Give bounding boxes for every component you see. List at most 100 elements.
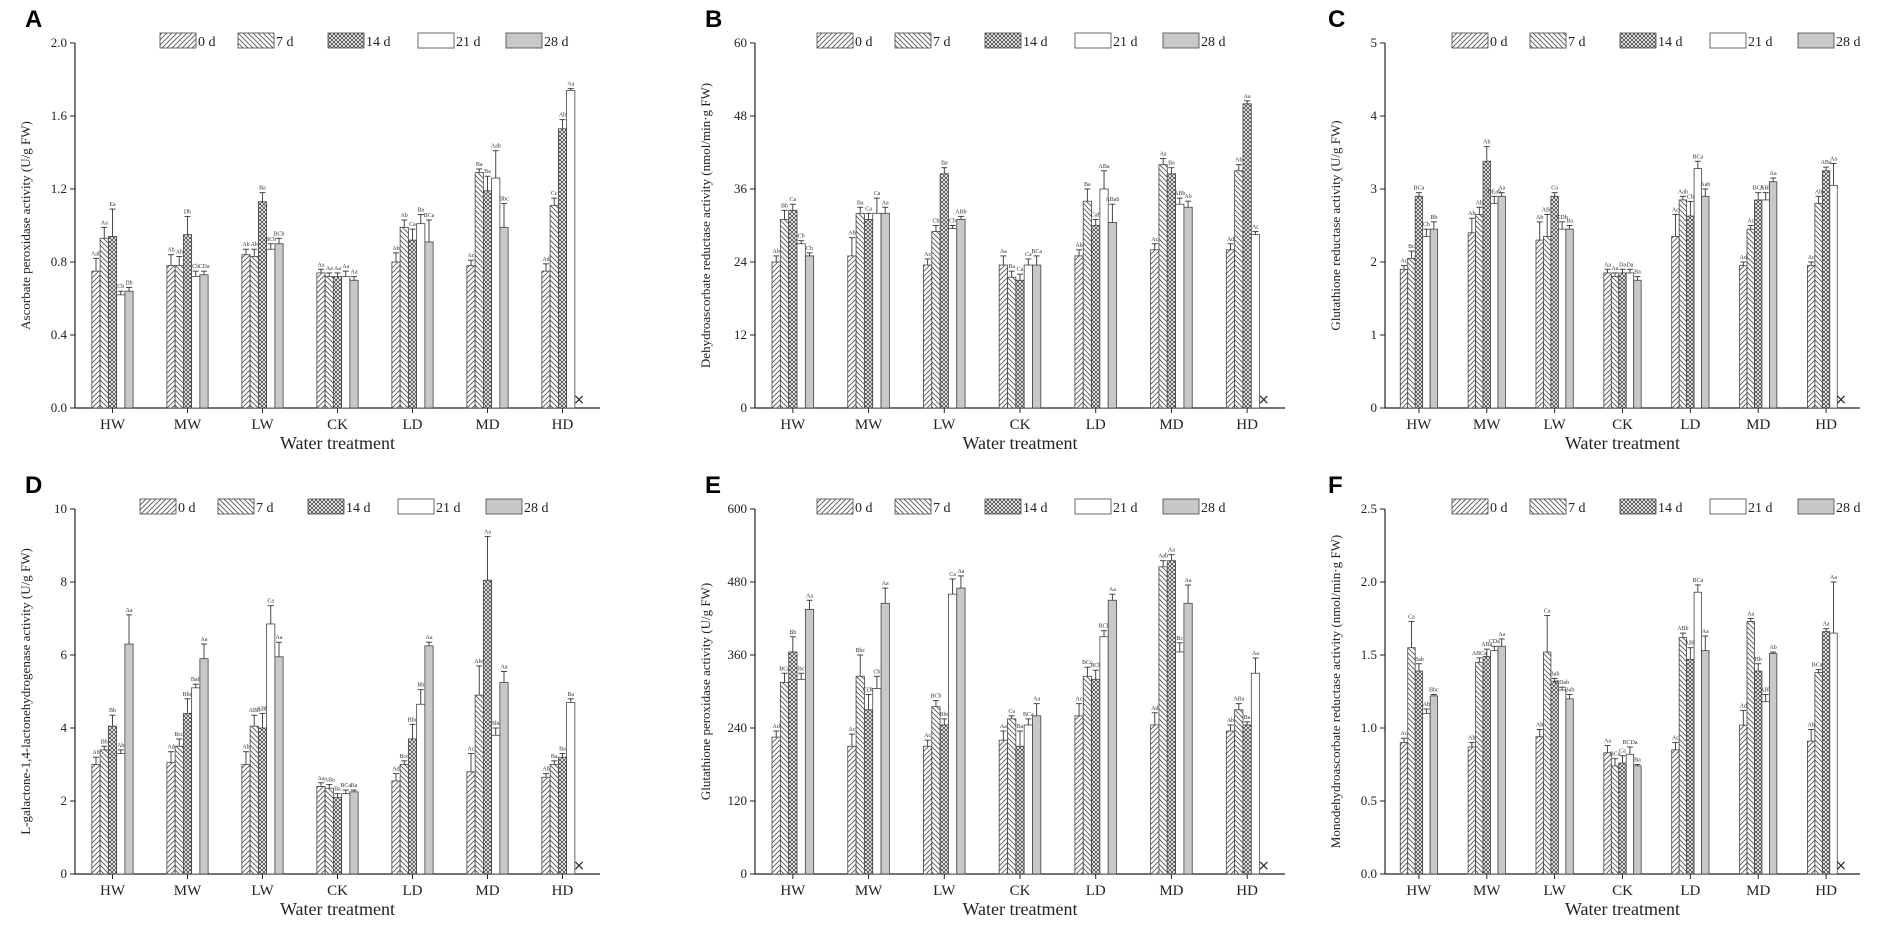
- panel-letter: E: [705, 472, 721, 499]
- significance-letter: Aa: [342, 264, 349, 270]
- significance-letter: Da: [1626, 262, 1633, 268]
- bar-28d-CK: [1032, 264, 1042, 409]
- significance-letter: Ab: [1769, 645, 1776, 651]
- significance-letter: BCb: [1090, 663, 1101, 669]
- bar-28d-LW: [956, 219, 966, 409]
- legend-label: 21 d: [1748, 501, 1773, 516]
- bar-0d-CK: [1603, 272, 1612, 409]
- bar-28d-LD: [424, 645, 434, 875]
- legend-label: 14 d: [1658, 35, 1683, 50]
- x-tick-label: MD: [1159, 883, 1183, 899]
- x-tick-label: HW: [100, 417, 126, 433]
- significance-letter: Ea: [109, 202, 116, 208]
- y-tick-label: 4: [1371, 108, 1378, 123]
- x-tick-label: MD: [1746, 883, 1770, 899]
- bar-21d-LD: [416, 223, 426, 409]
- y-tick-label: 0.5: [1361, 793, 1377, 808]
- significance-letter: Ad: [1151, 706, 1158, 712]
- panel-b: B 0 12 24 36 48 60 Dehydroascorbate reductase a…: [698, 6, 1285, 453]
- bar-21d-HD: [1250, 672, 1261, 875]
- y-tick-label: 0.4: [51, 327, 68, 342]
- legend-label: 0 d: [198, 35, 216, 50]
- bar-21d-MD: [491, 734, 501, 875]
- legend-label: 0 d: [1490, 501, 1508, 516]
- significance-letter: CDb: [1556, 215, 1567, 221]
- bar-14d-HW: [1414, 670, 1424, 875]
- x-axis-title: Water treatment: [280, 433, 395, 453]
- significance-letter: Aa: [1498, 632, 1505, 638]
- bar-14d-CK: [332, 796, 343, 875]
- significance-letter: Aa: [567, 82, 574, 88]
- x-tick-label: CK: [1010, 883, 1031, 899]
- significance-letter: BCb: [265, 237, 276, 243]
- significance-letter: Ca: [1017, 267, 1024, 273]
- significance-letter: Aa: [1160, 152, 1167, 158]
- significance-letter: Aa: [1252, 651, 1259, 657]
- significance-letter: Ba: [351, 783, 358, 789]
- significance-letter: Cab: [1091, 212, 1101, 218]
- bar-14d-MD: [1754, 199, 1763, 409]
- significance-letter: Ba: [559, 747, 566, 753]
- significance-letter: Ab: [1815, 189, 1822, 195]
- bar-28d-CK: [1633, 765, 1642, 875]
- bar-0d-MD: [466, 265, 476, 409]
- bar-0d-LW: [1535, 239, 1544, 409]
- bar-0d-MD: [1739, 265, 1748, 409]
- significance-letter: Ab: [242, 242, 249, 248]
- significance-letter: BCb: [930, 694, 941, 700]
- legend-swatch: [816, 32, 854, 49]
- bar-28d-MD: [499, 681, 509, 875]
- bar-28d-MW: [1497, 195, 1506, 409]
- significance-letter: Aa: [1604, 739, 1611, 745]
- bar-21d-HD: [1250, 234, 1261, 409]
- legend-swatch: [159, 32, 197, 49]
- panel-letter: A: [25, 6, 42, 33]
- bar-0d-HW: [1399, 742, 1409, 875]
- bar-14d-MD: [1754, 670, 1763, 875]
- x-tick-label: HW: [780, 417, 806, 433]
- y-tick-label: 1.6: [51, 108, 68, 123]
- x-tick-label: HW: [100, 883, 126, 899]
- bar-0d-MD: [1739, 724, 1748, 875]
- missing-data-marker: ×: [1258, 392, 1270, 408]
- bar-7d-MW: [174, 265, 184, 409]
- significance-letter: ABCa: [1472, 651, 1487, 657]
- bar-0d-LD: [391, 261, 401, 409]
- significance-letter: Aa: [126, 608, 133, 614]
- bar-21d-LW: [266, 248, 276, 409]
- bar-28d-LD: [1701, 650, 1710, 875]
- x-tick-label: LW: [251, 417, 274, 433]
- significance-letter: Bbc: [1429, 687, 1439, 693]
- bar-0d-LD: [1671, 236, 1680, 409]
- significance-letter: Ab: [1468, 736, 1475, 742]
- significance-letter: Db: [125, 281, 132, 287]
- bar-28d-LW: [274, 243, 284, 409]
- significance-letter: Cb: [798, 234, 805, 240]
- significance-letter: Ac: [848, 727, 855, 733]
- y-tick-label: 0: [61, 866, 68, 881]
- legend-swatch: [397, 498, 435, 515]
- panel-f: F 0.0 0.5 1.0 1.5 2.0 2.5 Monodehydroascorbate …: [1328, 472, 1861, 919]
- significance-letter: Ab: [167, 248, 174, 254]
- significance-letter: Ca: [1544, 609, 1551, 615]
- missing-data-marker: ×: [573, 392, 585, 408]
- significance-letter: Ad: [392, 767, 399, 773]
- x-tick-label: HD: [1236, 883, 1258, 899]
- y-tick-label: 3: [1371, 181, 1378, 196]
- bar-21d-CK: [1023, 724, 1033, 875]
- bar-0d-HW: [91, 764, 101, 875]
- bar-21d-HD: [1829, 184, 1838, 409]
- bar-14d-LD: [407, 738, 418, 875]
- bar-14d-MW: [182, 713, 193, 875]
- bar-0d-HD: [541, 270, 551, 409]
- significance-letter: Aa: [1000, 724, 1007, 730]
- significance-letter: ABb: [955, 209, 966, 215]
- bar-7d-HD: [549, 205, 559, 409]
- y-tick-label: 12: [734, 327, 747, 342]
- bar-7d-LD: [399, 226, 409, 409]
- bar-0d-HW: [91, 270, 101, 409]
- bar-7d-CK: [1610, 765, 1620, 875]
- significance-letter: Bc: [1176, 636, 1183, 642]
- bar-21d-MD: [1175, 203, 1185, 409]
- bar-7d-HW: [99, 237, 109, 409]
